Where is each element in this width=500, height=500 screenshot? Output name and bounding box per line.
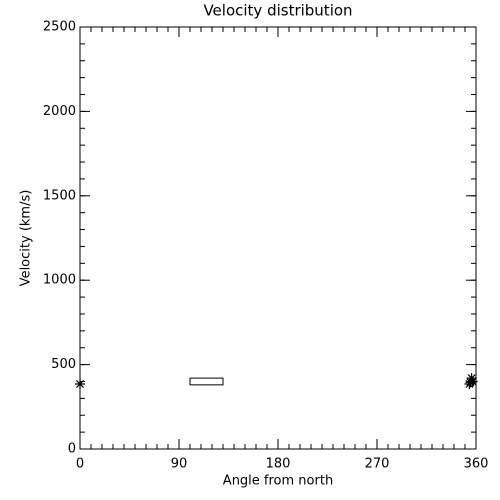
y-tick-label: 1500 (43, 188, 76, 203)
y-tick-label: 500 (51, 357, 76, 372)
asterisk-point (467, 376, 478, 387)
range-box (189, 377, 224, 386)
x-axis-label: Angle from north (223, 474, 333, 489)
chart-title: Velocity distribution (203, 2, 352, 20)
x-tick-label: 0 (76, 457, 84, 472)
y-tick-label: 2000 (43, 104, 76, 119)
asterisk-point (466, 373, 477, 384)
x-tick-label: 180 (266, 457, 291, 472)
x-tick-label: 360 (464, 457, 489, 472)
y-tick-label: 2500 (43, 20, 76, 35)
y-tick-label: 1000 (43, 273, 76, 288)
asterisk-point (75, 379, 85, 390)
x-tick-label: 90 (171, 457, 188, 472)
x-tick-label: 270 (365, 457, 390, 472)
asterisk-point (465, 377, 476, 388)
y-axis-label: Velocity (km/s) (19, 190, 34, 287)
y-tick-label: 0 (68, 442, 76, 457)
